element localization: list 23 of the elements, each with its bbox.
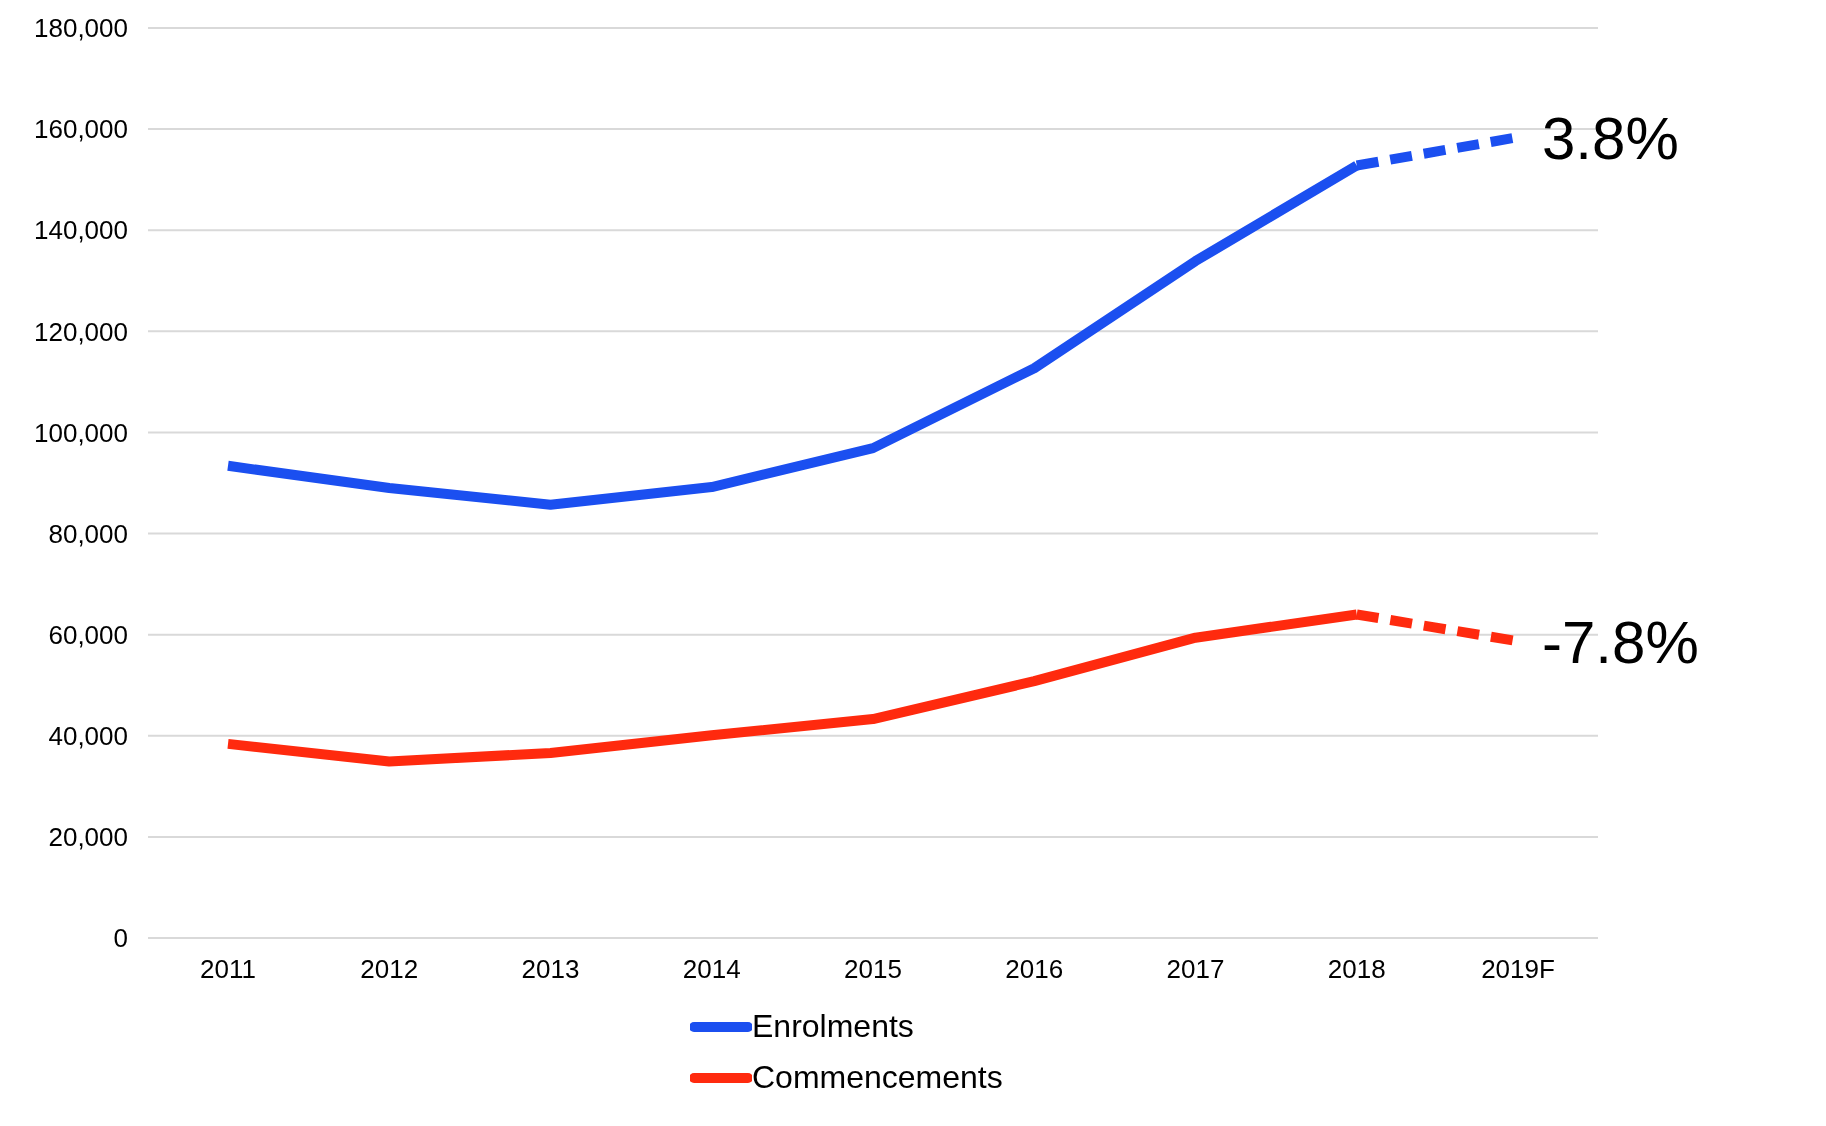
annotation: -7.8% [1542, 608, 1699, 676]
y-tick-label: 60,000 [48, 619, 128, 650]
y-tick-label: 140,000 [34, 215, 128, 246]
legend-label: Enrolments [752, 1008, 914, 1045]
x-tick-label: 2014 [682, 954, 741, 985]
annotation: 3.8% [1542, 104, 1679, 172]
x-tick-label: 2015 [844, 954, 902, 985]
y-tick-label: 40,000 [48, 721, 128, 752]
y-tick-label: 120,000 [34, 316, 128, 347]
x-tick-label: 2018 [1327, 954, 1386, 985]
x-tick-label: 2011 [200, 954, 256, 985]
y-tick-label: 100,000 [34, 417, 128, 448]
x-tick-label: 2017 [1166, 954, 1225, 985]
y-tick-label: 20,000 [48, 822, 128, 853]
y-tick-label: 80,000 [48, 518, 128, 549]
y-tick-label: 180,000 [34, 13, 128, 44]
y-tick-label: 0 [113, 923, 128, 954]
x-tick-label: 2012 [360, 954, 419, 985]
legend-label: Commencements [752, 1059, 1003, 1096]
x-tick-label: 2013 [521, 954, 580, 985]
y-tick-label: 160,000 [34, 114, 128, 145]
x-tick-label: 2019F [1481, 954, 1555, 985]
x-tick-label: 2016 [1005, 954, 1064, 985]
